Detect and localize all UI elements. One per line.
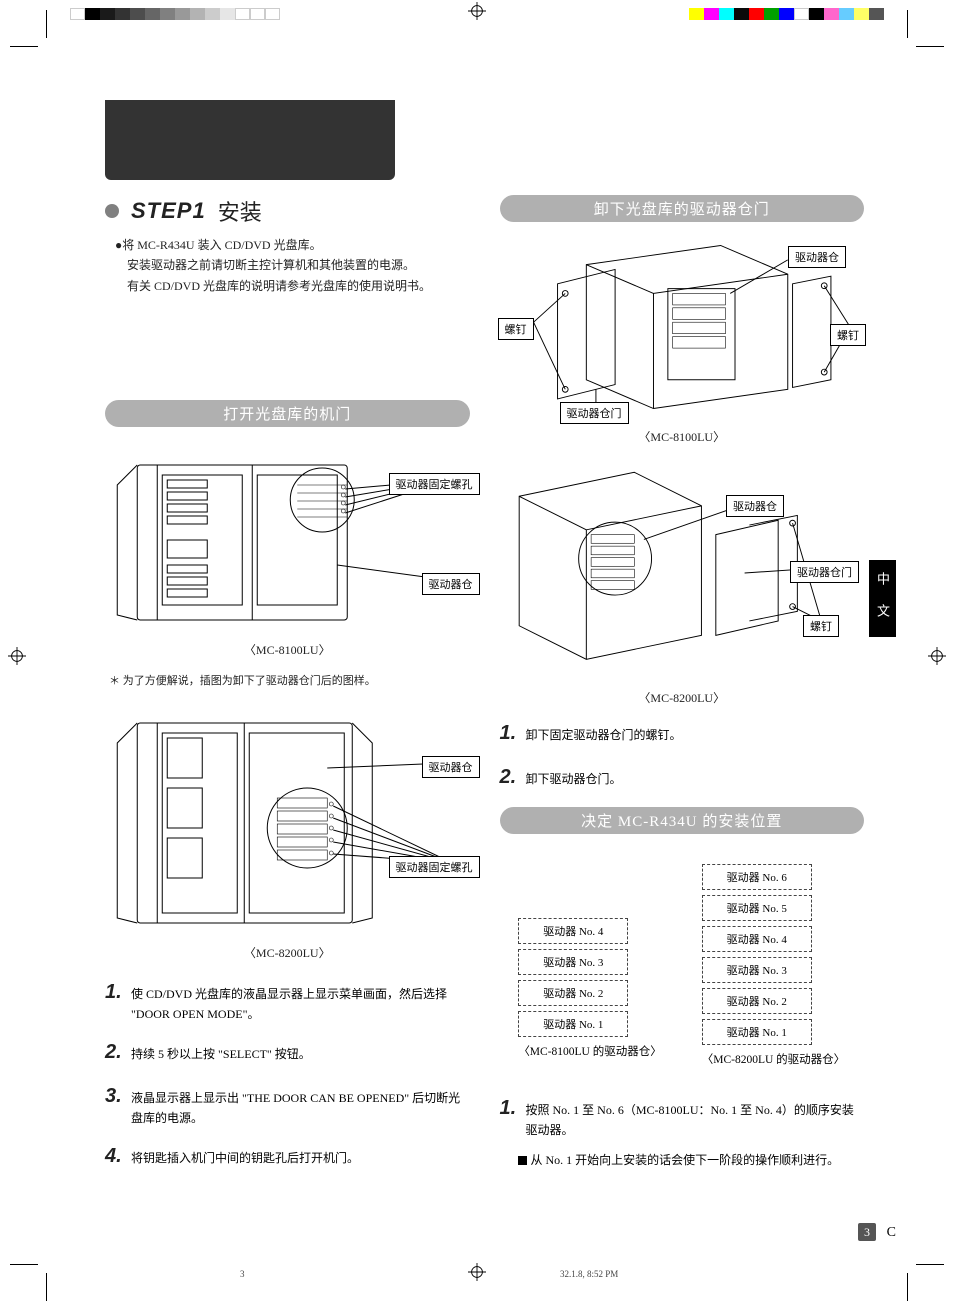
drive-slot: 驱动器 No. 2 — [702, 988, 812, 1014]
figure-mc8200lu-open: 驱动器仓 驱动器固定螺孔 — [105, 708, 470, 938]
drive-stack-8100: 驱动器 No. 4 驱动器 No. 3 驱动器 No. 2 驱动器 No. 1 — [518, 864, 661, 1037]
drive-slot: 驱动器 No. 4 — [702, 926, 812, 952]
step-number: 2 — [500, 760, 518, 794]
step-badge: STEP1 — [131, 198, 206, 224]
step-number: 2 — [105, 1035, 123, 1069]
square-bullet-icon — [518, 1156, 527, 1165]
drive-slot: 驱动器 No. 4 — [518, 918, 628, 944]
footer-timestamp: 32.1.8, 8:52 PM — [560, 1269, 618, 1279]
label-drive-bay: 驱动器仓 — [726, 495, 784, 517]
right-steps-2: 1按照 No. 1 至 No. 6（MC-8100LU：No. 1 至 No. … — [500, 1091, 865, 1168]
dot-icon — [105, 204, 119, 218]
label-drive-bay: 驱动器仓 — [422, 756, 480, 778]
drive-slot: 驱动器 No. 3 — [702, 957, 812, 983]
label-screw-holes: 驱动器固定螺孔 — [389, 473, 480, 495]
figure-note: ＊ 为了方便解说，插图为卸下了驱动器仓门后的图样。 — [109, 672, 470, 688]
step-heading: STEP1 安装 — [105, 195, 262, 227]
step-number: 1 — [105, 975, 123, 1009]
label-drive-door: 驱动器仓门 — [560, 402, 629, 424]
section-header-remove-door: 卸下光盘库的驱动器仓门 — [500, 195, 865, 222]
figure-caption: 〈MC-8200LU〉 — [105, 944, 470, 961]
label-drive-door: 驱动器仓门 — [790, 561, 859, 583]
drive-caption: 〈MC-8100LU 的驱动器仓〉 — [518, 1043, 661, 1059]
label-screw: 螺钉 — [498, 318, 534, 340]
figure-caption: 〈MC-8200LU〉 — [500, 689, 865, 706]
left-steps: 1使 CD/DVD 光盘库的液晶显示器上显示菜单画面，然后选择 "DOOR OP… — [105, 975, 470, 1173]
figure-mc8100lu-door: 螺钉 螺钉 驱动器仓 驱动器仓门 — [500, 232, 865, 422]
colorbar-grayscale — [70, 8, 280, 20]
step-number: 1 — [500, 716, 518, 750]
figure-caption: 〈MC-8100LU〉 — [105, 641, 470, 658]
sub-bullet: 从 No. 1 开始向上安装的话会使下一阶段的操作顺利进行。 — [518, 1151, 865, 1168]
header-dark-box — [105, 100, 395, 180]
footer-page: 3 — [240, 1269, 245, 1279]
figure-mc8200lu-door: 驱动器仓 驱动器仓门 螺钉 — [500, 463, 865, 683]
registration-mark-icon — [928, 647, 946, 665]
drive-slot: 驱动器 No. 3 — [518, 949, 628, 975]
section-header-open-door: 打开光盘库的机门 — [105, 400, 470, 427]
page-letter: C — [887, 1225, 896, 1241]
intro-text: ●将 MC-R434U 装入 CD/DVD 光盘库。 安装驱动器之前请切断主控计… — [127, 235, 470, 296]
right-steps-1: 1卸下固定驱动器仓门的螺钉。 2卸下驱动器仓门。 — [500, 716, 865, 794]
figure-caption: 〈MC-8100LU〉 — [500, 428, 865, 445]
registration-mark-icon — [8, 647, 26, 665]
page-number: 3 — [858, 1223, 876, 1241]
drive-stack-8200: 驱动器 No. 6 驱动器 No. 5 驱动器 No. 4 驱动器 No. 3 … — [702, 864, 845, 1045]
step-number: 3 — [105, 1079, 123, 1113]
left-column: STEP1 安装 ●将 MC-R434U 装入 CD/DVD 光盘库。 安装驱动… — [105, 100, 470, 1231]
drive-slot: 驱动器 No. 5 — [702, 895, 812, 921]
section-header-position: 决定 MC-R434U 的安装位置 — [500, 807, 865, 834]
drive-slot: 驱动器 No. 1 — [518, 1011, 628, 1037]
right-column: 卸下光盘库的驱动器仓门 — [500, 100, 865, 1231]
label-drive-bay: 驱动器仓 — [788, 246, 846, 268]
language-tab: 中 文 — [869, 560, 896, 637]
drive-position-diagram: 驱动器 No. 4 驱动器 No. 3 驱动器 No. 2 驱动器 No. 1 … — [500, 864, 865, 1067]
drive-slot: 驱动器 No. 2 — [518, 980, 628, 1006]
label-drive-bay: 驱动器仓 — [422, 573, 480, 595]
figure-mc8100lu-open: 驱动器固定螺孔 驱动器仓 — [105, 445, 470, 635]
step-title: 安装 — [218, 195, 262, 227]
step-number: 1 — [500, 1091, 518, 1125]
label-screw: 螺钉 — [803, 615, 839, 637]
manual-page: 中 文 STEP1 安装 ●将 MC-R434U 装入 CD/DVD 光盘库。 … — [0, 0, 954, 1311]
registration-mark-icon — [468, 1263, 486, 1281]
step-number: 4 — [105, 1139, 123, 1173]
registration-mark-icon — [468, 2, 486, 20]
label-screw-holes: 驱动器固定螺孔 — [389, 856, 480, 878]
drive-slot: 驱动器 No. 1 — [702, 1019, 812, 1045]
drive-slot: 驱动器 No. 6 — [702, 864, 812, 890]
label-screw: 螺钉 — [830, 324, 866, 346]
drive-caption: 〈MC-8200LU 的驱动器仓〉 — [702, 1051, 845, 1067]
colorbar-color — [689, 8, 884, 20]
